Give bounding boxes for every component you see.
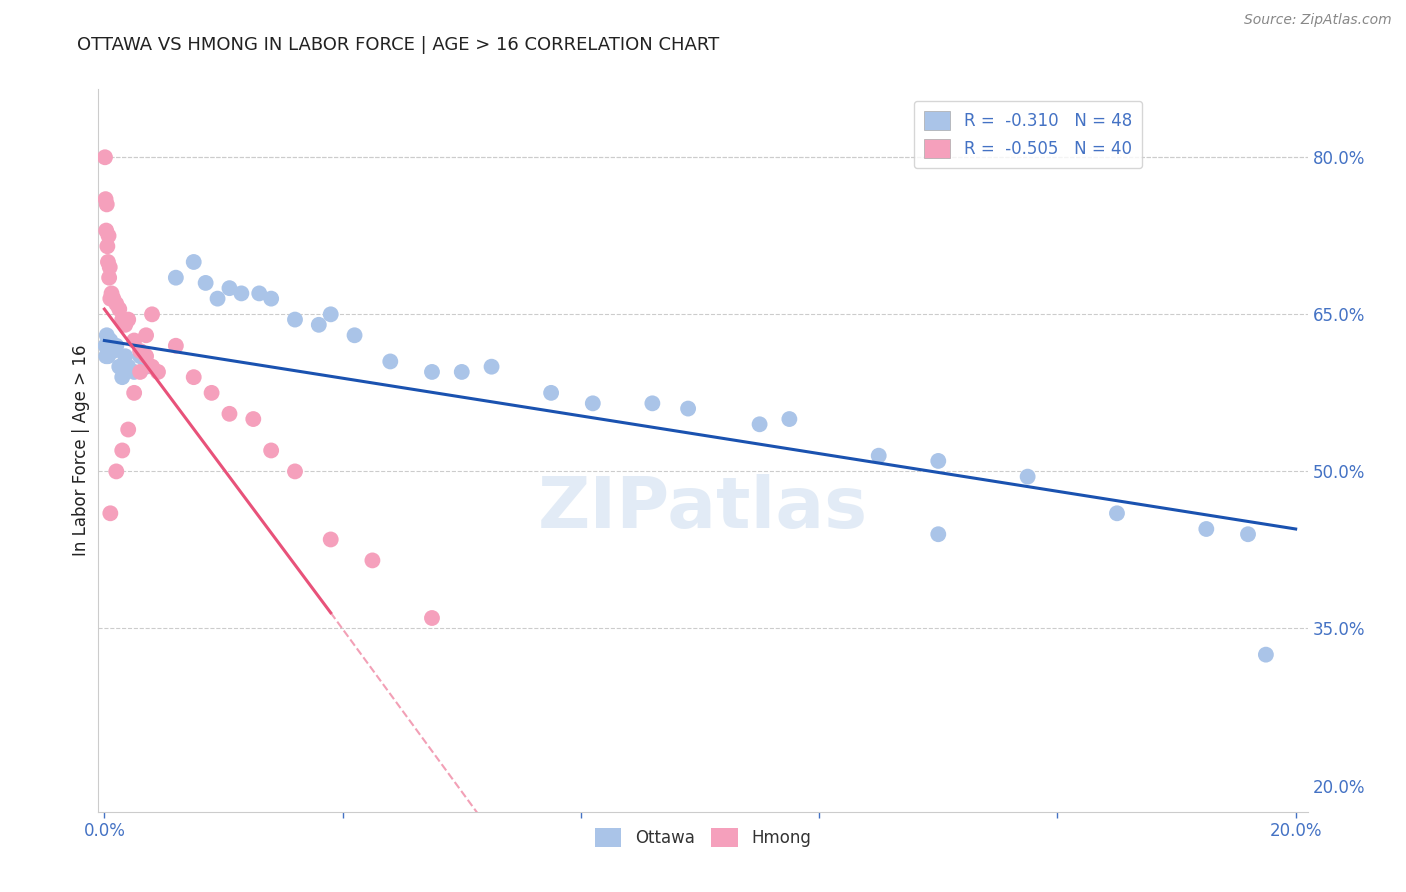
Point [105,339,128,353]
Point [98,292,121,306]
Point [105,464,128,478]
Point [122,334,145,348]
Point [868,449,890,463]
Point [108,359,131,374]
Text: ZIPatlas: ZIPatlas [538,474,868,542]
Text: OTTAWA VS HMONG IN LABOR FORCE | AGE > 16 CORRELATION CHART: OTTAWA VS HMONG IN LABOR FORCE | AGE > 1… [77,36,720,54]
Point [260,443,283,458]
Point [98,339,121,353]
Point [242,412,264,426]
Point [1254,648,1277,662]
Point [111,370,134,384]
Point [200,385,222,400]
Point [343,328,366,343]
Point [96,328,118,343]
Point [1195,522,1218,536]
Text: Source: ZipAtlas.com: Source: ZipAtlas.com [1244,13,1392,28]
Legend: Ottawa, Hmong: Ottawa, Hmong [588,822,818,854]
Point [97,349,120,363]
Point [146,365,169,379]
Point [114,349,136,363]
Point [103,343,125,358]
Point [97,255,120,269]
Point [98,334,121,348]
Point [103,292,125,306]
Point [207,292,229,306]
Point [748,417,770,432]
Point [117,312,139,326]
Point [1017,469,1039,483]
Point [129,343,152,358]
Point [218,407,240,421]
Point [108,302,131,317]
Point [141,359,163,374]
Point [96,197,118,211]
Point [1237,527,1260,541]
Point [420,365,443,379]
Point [98,260,121,275]
Point [94,339,117,353]
Point [481,359,503,374]
Point [247,286,270,301]
Point [361,553,384,567]
Point [98,270,121,285]
Point [122,365,145,379]
Point [117,423,139,437]
Point [97,334,120,348]
Point [231,286,253,301]
Point [117,359,139,374]
Point [114,318,136,332]
Point [122,385,145,400]
Point [319,307,342,321]
Point [135,359,157,374]
Point [111,443,134,458]
Point [319,533,342,547]
Point [676,401,699,416]
Point [141,307,163,321]
Point [778,412,800,426]
Y-axis label: In Labor Force | Age > 16: In Labor Force | Age > 16 [72,344,90,557]
Point [105,297,128,311]
Point [260,292,283,306]
Point [420,611,443,625]
Point [94,192,117,206]
Point [129,365,152,379]
Point [97,228,120,243]
Point [194,276,217,290]
Point [641,396,664,410]
Point [450,365,472,379]
Point [380,354,402,368]
Point [96,339,118,353]
Point [308,318,330,332]
Point [96,349,118,363]
Point [284,464,307,478]
Point [100,286,122,301]
Point [94,150,117,164]
Point [135,328,157,343]
Point [129,349,152,363]
Point [98,343,121,358]
Point [165,270,187,285]
Point [540,385,562,400]
Point [135,349,157,363]
Point [218,281,240,295]
Point [927,454,949,468]
Point [1105,506,1128,520]
Point [111,312,134,326]
Point [183,370,205,384]
Point [165,339,187,353]
Point [183,255,205,269]
Point [927,527,949,541]
Point [284,312,307,326]
Point [96,239,118,253]
Point [582,396,605,410]
Point [96,223,118,237]
Point [98,506,121,520]
